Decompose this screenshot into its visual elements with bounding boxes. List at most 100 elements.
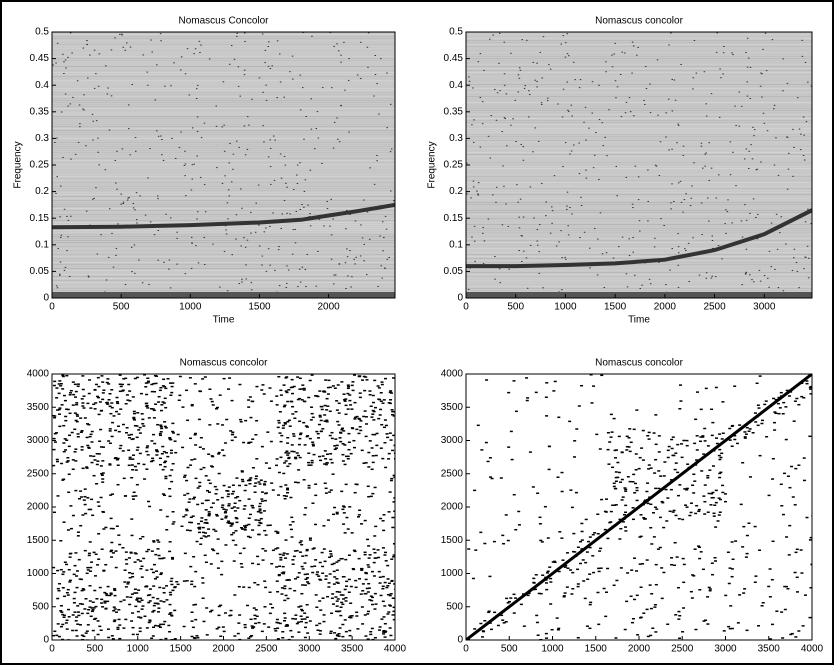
speck — [219, 287, 221, 288]
speck — [552, 390, 555, 392]
speck — [678, 252, 680, 253]
speck — [136, 192, 138, 193]
speck — [195, 478, 198, 480]
speck — [205, 211, 207, 212]
stripe — [52, 288, 395, 289]
speck — [382, 586, 385, 588]
speck — [315, 594, 318, 596]
speck — [315, 606, 318, 608]
speck — [109, 208, 111, 209]
speck — [110, 592, 113, 594]
speck — [205, 562, 208, 564]
speck — [801, 40, 803, 41]
speck — [280, 441, 283, 443]
speck — [58, 380, 61, 382]
speck — [718, 459, 721, 461]
speck — [764, 123, 766, 124]
speck — [360, 42, 362, 43]
speck — [620, 74, 622, 75]
speck — [470, 197, 472, 198]
speck — [588, 628, 591, 630]
x-tick-label: 500 — [113, 302, 130, 313]
speck — [483, 70, 485, 71]
speck — [108, 257, 110, 258]
speck — [358, 418, 361, 420]
speck — [756, 169, 758, 170]
speck — [281, 637, 284, 639]
speck — [367, 67, 369, 68]
speck — [60, 569, 63, 571]
speck — [54, 142, 56, 143]
speck — [490, 158, 492, 159]
speck — [284, 557, 287, 559]
speck — [673, 201, 675, 202]
speck — [621, 479, 624, 481]
speck — [783, 290, 785, 291]
speck — [303, 139, 305, 140]
speck — [228, 162, 230, 163]
speck — [364, 593, 367, 595]
stripe — [52, 246, 395, 247]
speck — [90, 499, 93, 501]
speck — [605, 498, 608, 500]
stripe — [466, 122, 812, 123]
speck — [635, 166, 637, 167]
speck — [481, 636, 484, 638]
speck — [382, 514, 385, 516]
speck — [189, 566, 192, 568]
speck — [230, 610, 233, 612]
speck — [74, 565, 77, 567]
speck — [303, 612, 306, 614]
speck — [391, 517, 394, 519]
speck — [136, 597, 139, 599]
speck — [711, 93, 713, 94]
stripe — [466, 44, 812, 45]
speck — [489, 39, 491, 40]
speck — [152, 626, 155, 628]
speck — [650, 543, 653, 545]
speck — [284, 156, 286, 157]
speck — [279, 457, 282, 459]
stripe — [466, 116, 812, 117]
speck — [294, 578, 297, 580]
speck — [371, 571, 374, 573]
stripe — [52, 132, 395, 133]
speck — [255, 386, 258, 388]
speck — [372, 548, 375, 550]
speck — [623, 514, 626, 516]
speck — [283, 585, 286, 587]
speck — [185, 164, 187, 165]
speck — [536, 63, 538, 64]
speck — [224, 151, 226, 152]
speck — [132, 454, 135, 456]
speck — [626, 177, 628, 178]
speck — [667, 450, 670, 452]
speck — [354, 580, 357, 582]
speck — [240, 246, 242, 247]
speck — [94, 618, 97, 620]
stripe — [466, 72, 812, 73]
speck — [262, 34, 264, 35]
speck — [800, 572, 803, 574]
speck — [290, 536, 293, 538]
speck — [678, 615, 681, 617]
speck — [55, 193, 57, 194]
speck — [375, 55, 377, 56]
speck — [644, 518, 647, 520]
speck — [535, 574, 538, 576]
speck — [672, 511, 675, 513]
speck — [279, 53, 281, 54]
speck — [110, 528, 113, 530]
speck — [625, 449, 628, 451]
speck — [702, 569, 705, 571]
speck — [741, 106, 743, 107]
speck — [122, 203, 124, 204]
speck — [90, 616, 93, 618]
speck — [100, 599, 103, 601]
speck — [56, 138, 58, 139]
speck — [516, 184, 518, 185]
speck — [200, 45, 202, 46]
speck — [649, 527, 652, 529]
speck — [77, 383, 80, 385]
speck — [643, 100, 645, 101]
